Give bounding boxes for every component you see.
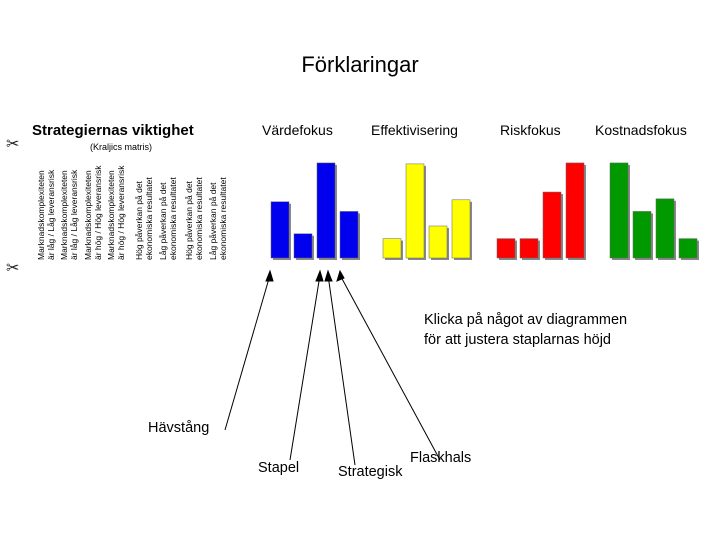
callout-arrow	[224, 274, 271, 431]
instruction-text: Klicka på något av diagrammen för att ju…	[424, 312, 628, 348]
chart-bar[interactable]	[270, 201, 290, 259]
callout-arrowhead	[336, 269, 345, 282]
strategy-heading: Strategiernas viktighet	[32, 122, 194, 139]
chart-bar[interactable]	[382, 238, 402, 259]
chart-bar[interactable]	[293, 233, 313, 259]
chart-bar[interactable]	[542, 191, 562, 259]
chart-bar[interactable]	[451, 199, 471, 259]
chart-bar[interactable]	[405, 163, 425, 259]
callout-arrowhead	[324, 269, 333, 282]
callout-arrowhead	[315, 269, 324, 282]
callout-arrow	[289, 274, 321, 461]
strategy-subheading: (Kraljics matris)	[90, 142, 152, 152]
callout-strategisk: Strategisk	[338, 464, 403, 480]
focus-label-kostnadsfokus: Kostnadsfokus	[595, 122, 687, 138]
callout-arrow	[327, 274, 356, 466]
chart-bar[interactable]	[632, 211, 652, 259]
scissors-icon[interactable]: ✂	[6, 136, 20, 153]
focus-label-effektivisering: Effektivisering	[371, 122, 458, 138]
callout-stapel: Stapel	[258, 460, 300, 476]
callout-arrow	[339, 274, 441, 461]
chart-bar[interactable]	[565, 162, 585, 259]
callout-flaskhals: Flaskhals	[410, 450, 472, 466]
callout-havstang: Hävstång	[148, 420, 210, 436]
focus-label-riskfokus: Riskfokus	[500, 122, 561, 138]
chart-bar[interactable]	[678, 238, 698, 259]
scissors-icon[interactable]: ✂	[6, 260, 20, 277]
callout-arrowhead	[265, 269, 274, 282]
chart-bar[interactable]	[496, 238, 516, 259]
chart-bar[interactable]	[339, 211, 359, 259]
chart-bar[interactable]	[655, 198, 675, 259]
chart-bar[interactable]	[609, 162, 629, 259]
page-title: Förklaringar	[301, 52, 419, 77]
chart-bar[interactable]	[519, 238, 539, 259]
chart-bar[interactable]	[316, 162, 336, 259]
chart-bar[interactable]	[428, 225, 448, 259]
focus-label-vardefokus: Värdefokus	[262, 122, 333, 138]
